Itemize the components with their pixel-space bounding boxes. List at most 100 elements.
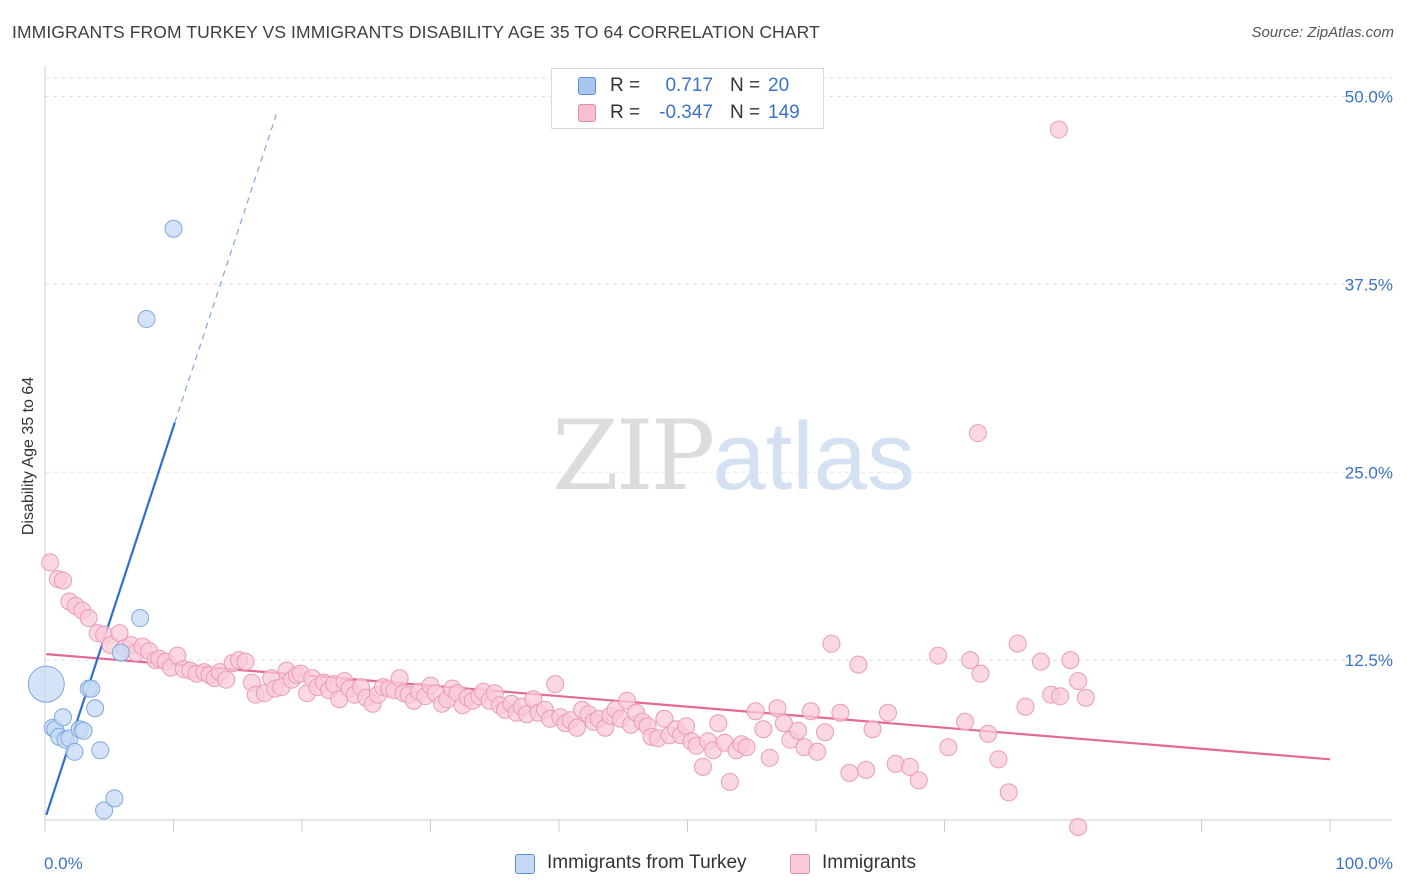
y-tick-label: 25.0%	[1345, 463, 1393, 482]
immigrants-point	[567, 718, 586, 737]
immigrants-point	[677, 717, 696, 736]
turkey-point	[82, 679, 101, 698]
y-axis-title: Disability Age 35 to 64	[20, 377, 37, 535]
immigrants-point	[929, 646, 948, 665]
turkey-point	[95, 801, 114, 820]
immigrants-point	[849, 655, 868, 674]
bottom-legend-label-immigrants: Immigrants	[822, 852, 916, 873]
watermark: ZIPatlas	[552, 400, 915, 512]
immigrants-point	[53, 571, 72, 590]
immigrants-point	[878, 703, 897, 722]
immigrants-point	[909, 771, 928, 790]
immigrants-point	[41, 553, 60, 572]
y-tick-label: 12.5%	[1345, 651, 1393, 670]
immigrants-point	[1008, 634, 1027, 653]
x-tick-label: 0.0%	[44, 854, 83, 873]
immigrants-point	[79, 609, 98, 628]
legend-r-value: 0.717	[665, 75, 713, 96]
immigrants-point	[815, 723, 834, 742]
immigrants-point	[831, 703, 850, 722]
immigrants-point	[808, 742, 827, 761]
immigrants-point	[1031, 652, 1050, 671]
immigrants-point	[1069, 817, 1088, 836]
legend-n-value: 149	[768, 102, 800, 123]
y-tick-label: 50.0%	[1345, 88, 1393, 107]
turkey-point	[27, 665, 65, 703]
legend-r-label: R =	[610, 75, 641, 96]
immigrants-point	[789, 721, 808, 740]
turkey-point	[53, 708, 72, 727]
immigrants-point	[709, 714, 728, 733]
turkey-trend-extension	[174, 114, 277, 423]
immigrants-point	[1049, 120, 1068, 139]
bottom-legend-swatch-turkey	[515, 854, 535, 874]
x-tick-label: 100.0%	[1335, 854, 1393, 873]
bottom-legend-swatch-immigrants	[790, 854, 810, 874]
immigrants-point	[822, 634, 841, 653]
immigrants-point	[236, 652, 255, 671]
legend-swatch-turkey	[578, 77, 596, 95]
turkey-points	[27, 219, 183, 820]
legend-row-turkey: R = 0.717 N = 20	[552, 74, 823, 100]
legend-n-label: N =	[730, 75, 761, 96]
immigrants-point	[720, 772, 739, 791]
turkey-point	[65, 742, 84, 761]
immigrants-point	[1061, 651, 1080, 670]
legend-n-value: 20	[768, 75, 790, 96]
immigrants-point	[939, 738, 958, 757]
grid-lines	[45, 77, 1392, 661]
bottom-legend-label-turkey: Immigrants from Turkey	[547, 852, 747, 873]
immigrants-point	[999, 783, 1018, 802]
watermark-zip: ZIP	[552, 400, 715, 512]
immigrants-point	[900, 757, 919, 776]
turkey-point	[91, 741, 110, 760]
source-label: Source: ZipAtlas.com	[1251, 24, 1394, 41]
immigrants-point	[390, 669, 409, 688]
trend-lines	[45, 114, 1331, 816]
chart-title: IMMIGRANTS FROM TURKEY VS IMMIGRANTS DIS…	[12, 22, 820, 42]
immigrants-point	[754, 720, 773, 739]
immigrants-point	[655, 709, 674, 728]
immigrants-point	[979, 724, 998, 743]
immigrants-point	[774, 714, 793, 733]
legend-row-immigrants: R = -0.347 N = 149	[552, 101, 823, 127]
immigrants-point	[1016, 697, 1035, 716]
turkey-point	[164, 219, 183, 238]
immigrants-point	[857, 760, 876, 779]
immigrants-point	[863, 720, 882, 739]
y-tick-label: 37.5%	[1345, 275, 1393, 294]
immigrants-point	[618, 691, 637, 710]
bottom-legend: Immigrants from Turkey Immigrants	[0, 852, 1406, 878]
immigrants-point	[1051, 687, 1070, 706]
immigrants-point	[693, 757, 712, 776]
immigrants-trend-line	[46, 653, 1331, 761]
legend-r-label: R =	[610, 102, 641, 123]
watermark-atlas: atlas	[712, 403, 915, 510]
tick-labels: 12.5% 25.0% 37.5% 50.0% 0.0% 100.0%	[44, 88, 1393, 874]
immigrants-point	[989, 750, 1008, 769]
immigrants-point	[768, 699, 787, 718]
turkey-trend-line	[45, 422, 176, 816]
legend: R = 0.717 N = 20 R = -0.347 N = 149	[551, 68, 824, 129]
legend-n-label: N =	[730, 102, 761, 123]
immigrants-point	[801, 702, 820, 721]
legend-r-value: -0.347	[659, 102, 713, 123]
immigrants-point	[746, 702, 765, 721]
immigrants-point	[217, 670, 236, 689]
legend-swatch-immigrants	[578, 104, 596, 122]
immigrants-point	[546, 675, 565, 694]
turkey-point	[105, 789, 124, 808]
immigrants-point	[971, 664, 990, 683]
immigrants-point	[956, 712, 975, 731]
turkey-point	[131, 609, 150, 628]
immigrants-point	[1076, 688, 1095, 707]
turkey-point	[137, 309, 156, 328]
immigrants-points	[41, 120, 1095, 836]
turkey-point	[86, 699, 105, 718]
immigrants-point	[961, 651, 980, 670]
turkey-point	[111, 643, 130, 662]
immigrants-point	[968, 424, 987, 443]
turkey-point	[74, 721, 93, 740]
immigrants-point	[737, 738, 756, 757]
